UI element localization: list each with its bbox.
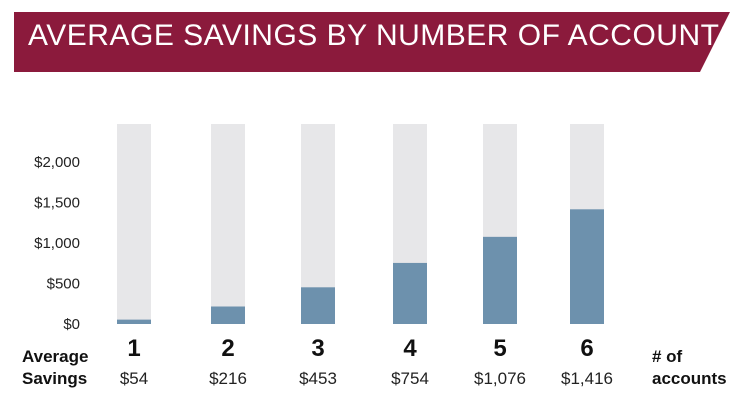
bar bbox=[393, 262, 427, 324]
bar-tracks bbox=[117, 124, 604, 324]
category-label: 5 bbox=[493, 335, 506, 362]
category-labels: 1 2 3 4 5 6 bbox=[127, 335, 593, 362]
bar bbox=[483, 236, 517, 324]
y-axis: $0 $500 $1,000 $1,500 $2,000 bbox=[34, 154, 80, 333]
value-label: $216 bbox=[209, 369, 247, 388]
value-label: $54 bbox=[120, 369, 148, 388]
bar bbox=[117, 319, 151, 324]
y-tick-label: $1,000 bbox=[34, 235, 80, 252]
category-label: 6 bbox=[580, 335, 593, 362]
value-label: $754 bbox=[391, 369, 429, 388]
y-tick-label: $1,500 bbox=[34, 195, 80, 212]
row-label-savings: Savings bbox=[22, 369, 87, 388]
bar bbox=[301, 287, 335, 324]
y-tick-label: $0 bbox=[63, 316, 80, 333]
value-labels: $54 $216 $453 $754 $1,076 $1,416 bbox=[120, 369, 613, 388]
bars bbox=[117, 209, 604, 324]
value-label: $1,076 bbox=[474, 369, 526, 388]
y-tick-label: $2,000 bbox=[34, 154, 80, 171]
bar bbox=[211, 306, 245, 324]
chart-title: AVERAGE SAVINGS BY NUMBER OF ACCOUNTS bbox=[28, 19, 740, 52]
category-label: 2 bbox=[221, 335, 234, 362]
bar-track bbox=[211, 124, 245, 324]
category-label: 3 bbox=[311, 335, 324, 362]
title-banner-shape bbox=[14, 12, 730, 72]
category-label: 1 bbox=[127, 335, 140, 362]
row-label-average: Average bbox=[22, 347, 88, 366]
axis-label-accounts: accounts bbox=[652, 369, 727, 388]
category-label: 4 bbox=[403, 335, 417, 362]
value-label: $1,416 bbox=[561, 369, 613, 388]
bar bbox=[570, 209, 604, 324]
axis-label-num-of: # of bbox=[652, 347, 683, 366]
value-label: $453 bbox=[299, 369, 337, 388]
y-tick-label: $500 bbox=[47, 276, 80, 293]
bar-track bbox=[117, 124, 151, 324]
title-banner bbox=[14, 12, 730, 72]
